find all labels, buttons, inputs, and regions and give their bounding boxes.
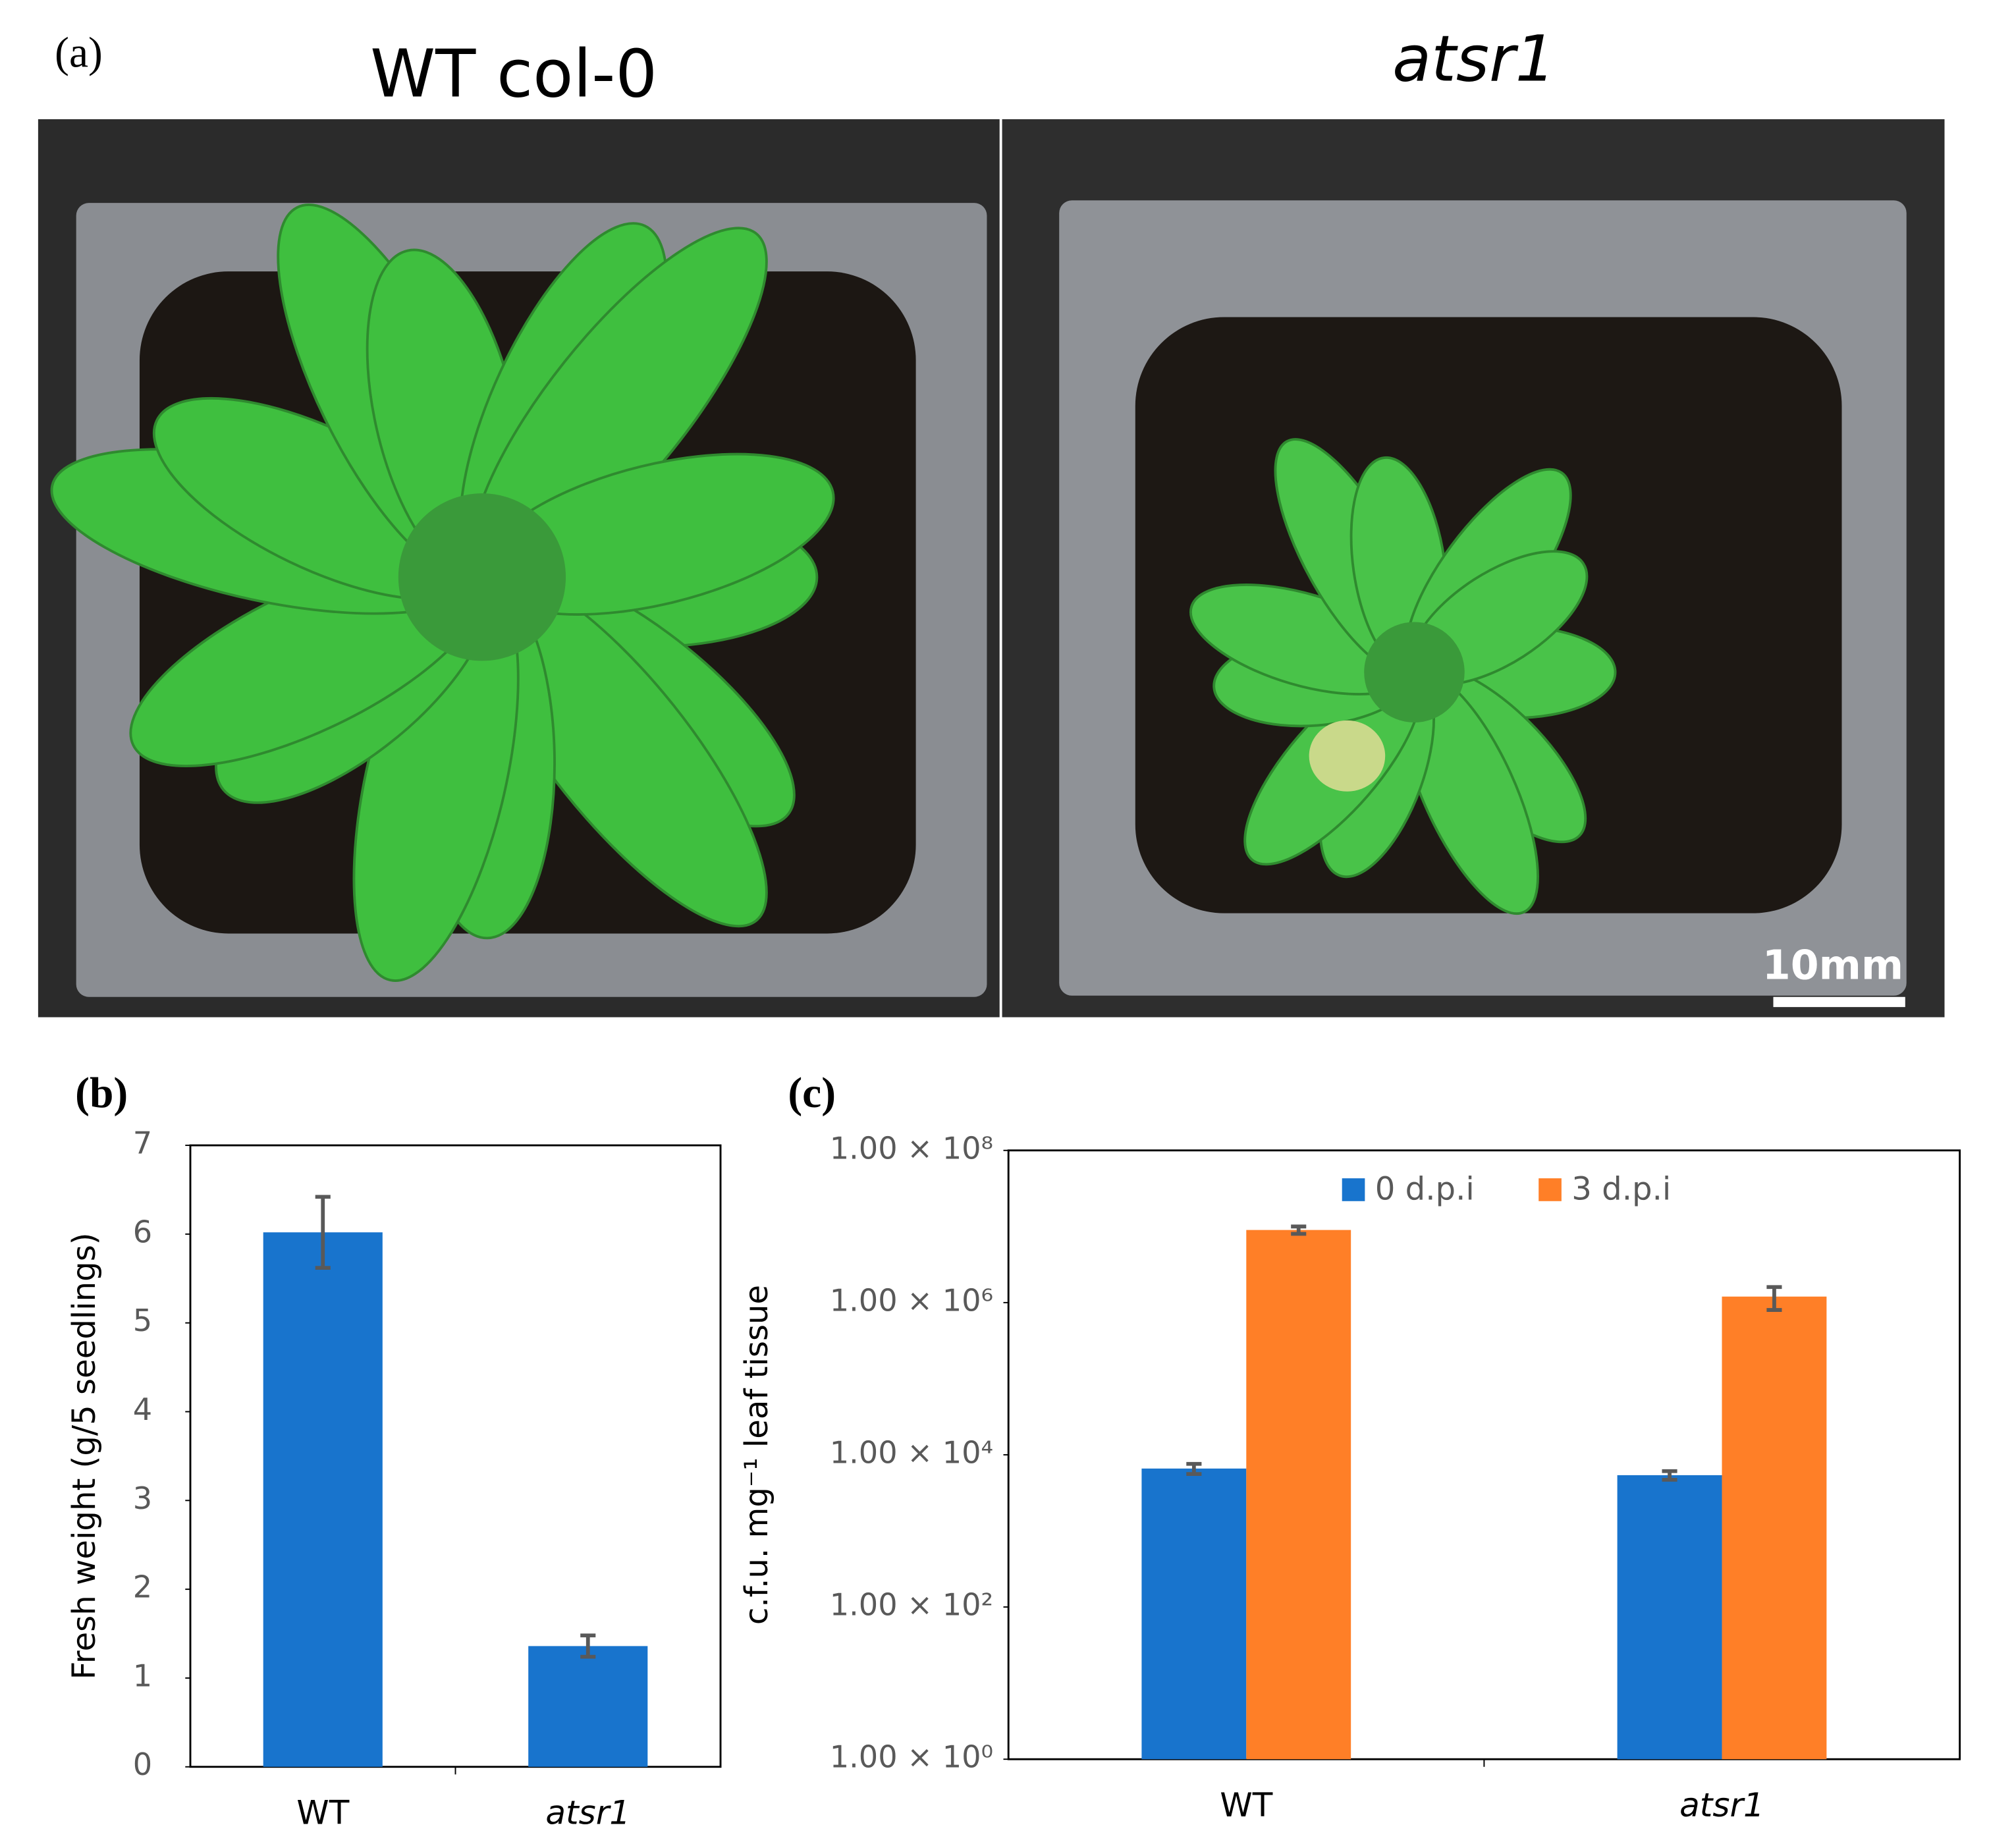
y-tick-label: 1.00 × 10⁰ — [830, 1739, 993, 1775]
y-tick-label: 1.00 × 10⁸ — [830, 1130, 993, 1166]
photo-title: WT col-0 — [370, 36, 657, 113]
y-tick-label: 5 — [133, 1303, 152, 1338]
x-tick-label: WT — [1220, 1786, 1273, 1824]
x-tick-label: atsr1 — [545, 1793, 630, 1832]
photo-title: atsr1 — [1392, 22, 1556, 96]
rosette-center — [398, 493, 566, 661]
legend-label: 0 d.p.i — [1375, 1170, 1475, 1207]
y-tick-label: 6 — [133, 1214, 152, 1249]
legend-swatch — [1342, 1178, 1365, 1201]
y-tick-label: 7 — [133, 1126, 152, 1161]
y-tick-label: 1.00 × 10² — [830, 1587, 993, 1623]
panel-label: (b) — [75, 1070, 128, 1117]
error-bar — [315, 1195, 331, 1270]
leaf — [1309, 720, 1386, 792]
x-tick-label: atsr1 — [1679, 1786, 1764, 1824]
panel-label: (a) — [55, 30, 103, 77]
y-tick-label: 2 — [133, 1569, 152, 1605]
legend-label: 3 d.p.i — [1571, 1170, 1671, 1207]
bar — [1722, 1296, 1827, 1760]
bar — [1141, 1468, 1247, 1760]
y-axis-label: Fresh weight (g/5 seedlings) — [66, 1232, 103, 1679]
y-axis-label: c.f.u. mg⁻¹ leaf tissue — [738, 1285, 775, 1625]
y-tick-label: 1.00 × 10⁴ — [830, 1434, 993, 1470]
scale-bar-label: 10mm — [1762, 942, 1903, 989]
bar — [263, 1232, 383, 1767]
error-bar — [1766, 1285, 1782, 1312]
x-tick-label: WT — [296, 1793, 350, 1832]
bar — [1246, 1230, 1351, 1760]
y-tick-label: 3 — [133, 1481, 152, 1516]
error-bar — [580, 1633, 596, 1659]
error-bar — [1186, 1461, 1202, 1476]
bar — [528, 1646, 648, 1767]
rosette-center — [1364, 622, 1465, 722]
error-bar — [1662, 1469, 1677, 1482]
bar — [1617, 1475, 1722, 1760]
y-tick-label: 1.00 × 10⁶ — [830, 1282, 993, 1318]
y-tick-label: 0 — [133, 1747, 152, 1782]
panel-label: (c) — [788, 1070, 836, 1117]
plants — [50, 204, 1617, 982]
y-tick-label: 4 — [133, 1392, 152, 1427]
error-bar — [1291, 1224, 1307, 1236]
y-tick-label: 1 — [133, 1658, 152, 1693]
legend-swatch — [1539, 1178, 1562, 1201]
